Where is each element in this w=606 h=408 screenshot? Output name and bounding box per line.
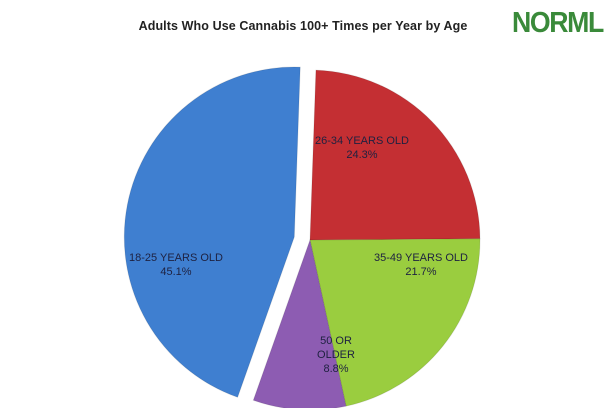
slice-value-label-4: 45.1% (160, 266, 191, 278)
slice-category-label-4: 18-25 YEARS OLD (129, 252, 223, 264)
norml-logo: NORML (512, 7, 604, 39)
pie-slice-1 (309, 69, 481, 241)
pie-slice-3 (252, 238, 347, 408)
slice-category-label-3: OLDER (317, 349, 355, 361)
pie-slice-4 (123, 66, 301, 398)
slice-category-label-1: 26-34 YEARS OLD (315, 135, 409, 147)
slice-value-label-3: 8.8% (323, 363, 348, 375)
pie-slice-2 (309, 238, 481, 407)
chart-title: Adults Who Use Cannabis 100+ Times per Y… (138, 19, 468, 33)
slice-value-label-2: 21.7% (405, 266, 436, 278)
slice-value-label-1: 24.3% (346, 149, 377, 161)
slice-category-label-2: 35-49 YEARS OLD (374, 252, 468, 264)
slice-category-label-3: 50 OR (320, 335, 352, 347)
